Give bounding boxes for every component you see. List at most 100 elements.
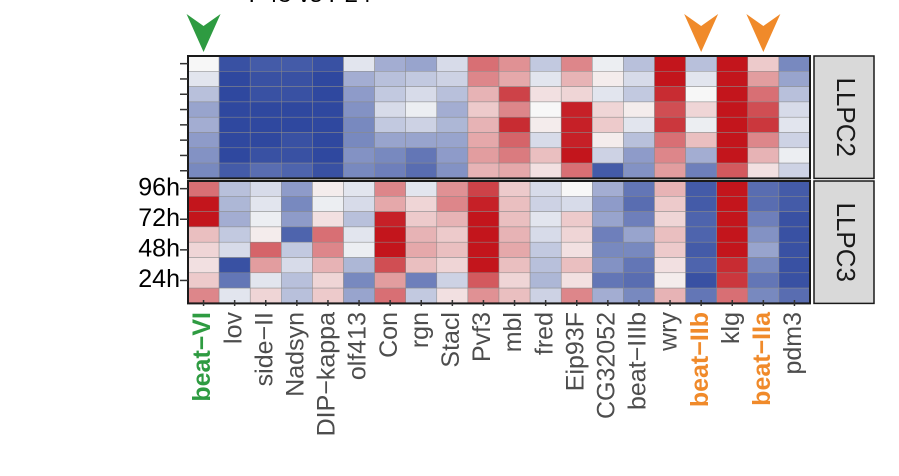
heatmap-cell [498,116,531,133]
heatmap-cell [529,226,562,243]
heatmap-cell [249,226,282,243]
heatmap-cell [374,272,406,289]
heatmap-cell [778,180,811,197]
arrow-markers [186,14,781,52]
strip-background [813,55,875,180]
row-label: 24h [138,265,180,293]
heatmap-cell [343,196,375,212]
heatmap-cell [405,211,438,228]
heatmap-cell [778,196,811,212]
heatmap-cell [218,101,251,118]
heatmap-cell [560,241,593,258]
heatmap-cell [560,272,593,289]
heatmap-cell [436,132,469,149]
heatmap-cell [592,211,624,228]
heatmap-cell [592,132,624,149]
heatmap-cell [716,101,749,118]
heatmap-cell [218,226,251,243]
heatmap-cell [343,257,375,274]
heatmap-cell [778,226,811,243]
heatmap-cell [343,241,375,258]
heatmap-cell [249,116,282,133]
heatmap-cell [281,116,313,133]
column-label: beat−IIa [748,311,776,406]
heatmap-cell [685,55,717,72]
strip-llpc2: LLPC2 [813,55,875,180]
heatmap-cell [623,132,655,149]
heatmap-cell [467,55,500,72]
heatmap-cell [436,241,469,258]
column-label: rgn [406,312,434,348]
heatmap-cell [312,147,344,164]
heatmap-cell [592,180,624,197]
heatmap-cell [685,196,717,212]
heatmap-cell [187,55,220,72]
heatmap-cell [436,55,469,72]
heatmap-cell [187,86,220,103]
heatmap-cell [312,196,344,212]
heatmap-cell [592,55,624,72]
heatmap-cell [623,257,655,274]
heatmap-cell [716,211,749,228]
heatmap-cell [312,272,344,289]
heatmap-cell [529,71,562,87]
heatmap-cell [560,147,593,164]
heatmap-cell [374,101,406,118]
heatmap-cell [249,211,282,228]
heatmap-cell [405,241,438,258]
heatmap-cell [436,162,469,179]
heatmap-cell [405,132,438,149]
heatmap-cell [374,86,406,103]
heatmap-cell [498,132,531,149]
heatmap-cell [623,147,655,164]
heatmap-cell [716,272,749,289]
heatmap-cell [654,272,686,289]
column-label: side−II [250,312,278,386]
heatmap-cell [249,71,282,87]
heatmap-cell [312,132,344,149]
column-label: wry [655,312,683,352]
heatmap-cell [281,86,313,103]
heatmap-cell [778,71,811,87]
heatmap-cell [498,241,531,258]
heatmap-cell [654,241,686,258]
heatmap-cell [467,132,500,149]
heatmap-cell [623,86,655,103]
heatmap-cell [187,180,220,197]
heatmap-cell [218,132,251,149]
column-label: DIP−kappa [313,312,341,436]
heatmap-cell [187,147,220,164]
heatmap-cell [218,211,251,228]
heatmap-cell [654,132,686,149]
heatmap-cell [654,147,686,164]
heatmap-cell [405,257,438,274]
heatmap-cell [778,257,811,274]
row-label: 96h [138,173,180,201]
heatmap-cell [281,211,313,228]
heatmap-cell [623,162,655,179]
heatmap-cell [218,71,251,87]
heatmap-cell [187,132,220,149]
heatmap-cell [436,116,469,133]
heatmap-cell [747,211,780,228]
heatmap-cell [467,196,500,212]
heatmap-cell [685,272,717,289]
heatmap-cell [405,272,438,289]
heatmap-cell [374,211,406,228]
heatmap-cell [654,257,686,274]
heatmap-cell [654,55,686,72]
heatmap-cell [343,180,375,197]
heatmap-cell [281,132,313,149]
heatmap-cell [467,86,500,103]
heatmap-cell [529,162,562,179]
heatmap-cell [405,226,438,243]
heatmap-cell [281,101,313,118]
heatmap-cell [592,162,624,179]
heatmap-cell [623,55,655,72]
strip-llpc3: LLPC3 [813,180,875,305]
heatmap-cell [716,180,749,197]
heatmap-cell [467,241,500,258]
heatmap-cell [716,226,749,243]
heatmap-cell [187,226,220,243]
heatmap-cell [218,257,251,274]
